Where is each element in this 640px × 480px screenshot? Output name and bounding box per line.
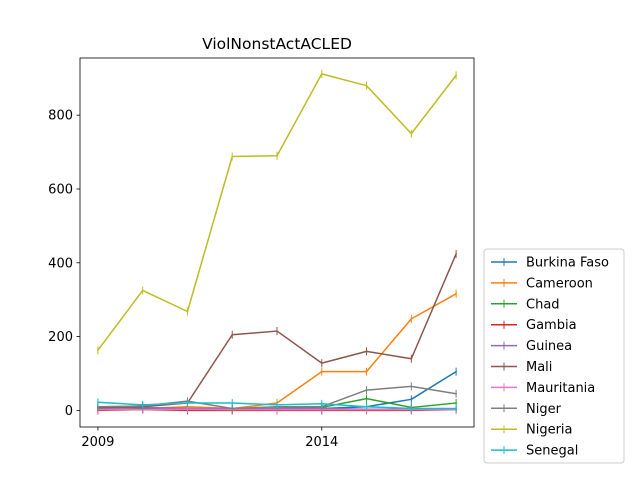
series-senegal	[97, 398, 457, 413]
y-tick-label: 0	[65, 404, 73, 419]
y-tick-label: 600	[48, 182, 73, 197]
legend-label-chad: Chad	[526, 297, 560, 312]
legend-label-nigeria: Nigeria	[526, 423, 573, 438]
legend-item-cameroon: Cameroon	[491, 276, 593, 291]
plot-area: 0 200 400 600 800 2009 2014	[48, 57, 475, 450]
legend: Burkina Faso Cameroon Chad Gambia Guinea Mali…	[483, 248, 625, 464]
legend-item-guinea: Guinea	[491, 339, 572, 354]
legend-label-mali: Mali	[526, 360, 552, 375]
y-tick-label: 400	[48, 256, 73, 271]
legend-label-niger: Niger	[526, 402, 562, 417]
legend-item-senegal: Senegal	[491, 444, 578, 459]
series-cameroon	[97, 289, 458, 414]
legend-item-mauritania: Mauritania	[491, 381, 595, 396]
legend-label-burkina-faso: Burkina Faso	[526, 256, 609, 271]
legend-label-guinea: Guinea	[526, 339, 572, 354]
series-nigeria	[96, 69, 458, 355]
legend-item-chad: Chad	[491, 297, 560, 312]
legend-box	[483, 248, 625, 464]
y-tick-label: 200	[48, 330, 73, 345]
legend-item-burkina-faso: Burkina Faso	[491, 256, 609, 271]
legend-label-cameroon: Cameroon	[526, 276, 593, 291]
y-tick-label: 800	[48, 109, 73, 124]
plot-frame	[79, 57, 475, 428]
x-tick-label: 2009	[81, 435, 114, 450]
legend-item-gambia: Gambia	[491, 318, 577, 333]
legend-label-gambia: Gambia	[526, 318, 577, 333]
legend-label-mauritania: Mauritania	[526, 381, 595, 396]
chart-title: ViolNonstActACLED	[202, 35, 352, 53]
series-line-nigeria	[96, 73, 458, 352]
legend-label-senegal: Senegal	[526, 444, 578, 459]
legend-item-nigeria: Nigeria	[491, 423, 573, 438]
legend-item-mali: Mali	[491, 360, 552, 375]
x-tick-label: 2014	[305, 435, 338, 450]
series-line-cameroon	[97, 292, 458, 411]
legend-item-niger: Niger	[491, 402, 562, 417]
